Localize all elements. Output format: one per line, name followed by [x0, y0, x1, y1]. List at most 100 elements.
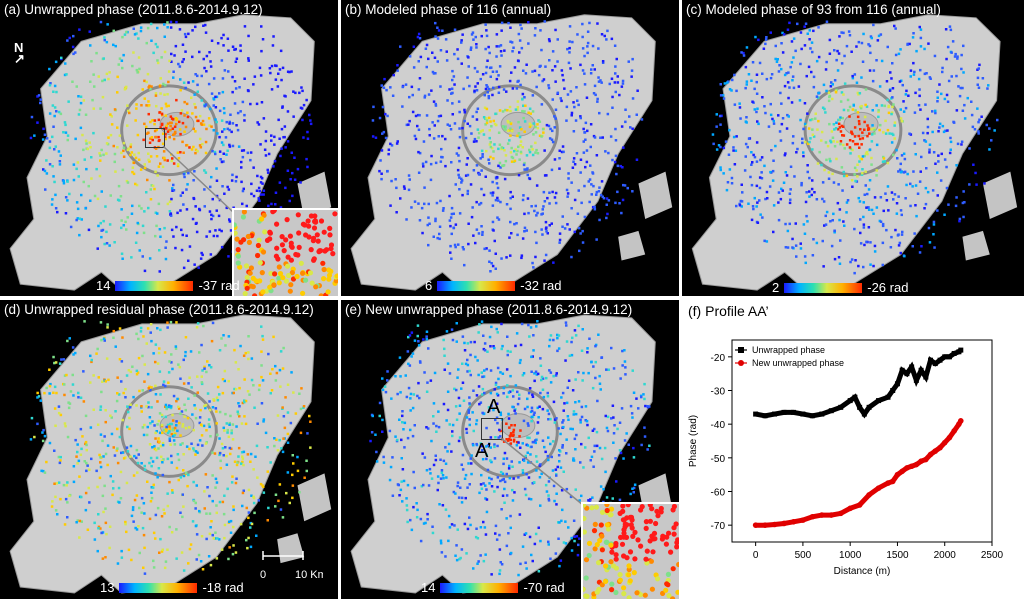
roi-box-a: [145, 128, 165, 148]
panel-d: (d) Unwrapped residual phase (2011.8.6-2…: [0, 300, 338, 599]
scale-bar: 0 10 Km: [260, 551, 323, 581]
y-tick-label: -20: [711, 353, 726, 364]
series-0-point: [946, 354, 952, 360]
series-0-point: [894, 381, 900, 387]
series-0-point: [800, 411, 806, 417]
colorbar-b-min: 6: [425, 278, 433, 293]
series-1-point: [951, 428, 957, 434]
series-0-point: [762, 413, 768, 419]
leader-line-a: [162, 145, 234, 213]
colorbar-a: 14 -37 rad: [96, 278, 240, 293]
series-1-point: [904, 465, 910, 471]
series-1-point: [937, 444, 943, 451]
legend-marker: [738, 347, 744, 353]
zoom-inset-a: [232, 208, 338, 296]
series-0-point: [890, 388, 896, 393]
panel-c: (c) Modeled phase of 93 from 116 (annual…: [682, 0, 1024, 296]
y-tick-label: -50: [711, 454, 726, 465]
profile-chart: 0 500 1000 1500 2000 2500 -20 -30 -40 -50 -60 -70 Di…: [688, 339, 1004, 577]
y-axis-label: Phase (rad): [688, 415, 699, 467]
series-0-point: [857, 404, 863, 410]
series-1-point: [856, 502, 863, 508]
series-1-point: [771, 521, 778, 528]
series-0-point: [838, 404, 844, 410]
panel-e: (e) New unwrapped phase (2011.8.6-2014.9…: [341, 300, 679, 599]
legend-label: New unwrapped phase: [752, 358, 844, 368]
colorbar-a-min: 14: [96, 278, 111, 293]
series-1-point: [932, 448, 939, 454]
series-0-point: [909, 364, 915, 370]
series-0-point: [913, 377, 919, 383]
series-0-point: [885, 394, 891, 400]
series-0-point: [876, 398, 882, 404]
colorbar-b-gradient: [437, 280, 516, 291]
series-1-point: [927, 451, 934, 458]
series-1-point: [958, 418, 964, 424]
profile-label-a: A: [487, 396, 501, 418]
series-1-point: [899, 468, 905, 475]
colorbar-c-min: 2: [772, 280, 780, 295]
zoom-inset-e: [581, 502, 679, 599]
panel-e-title: (e) New unwrapped phase (2011.8.6-2014.9…: [345, 302, 633, 317]
colorbar-b: 6 -32 rad: [425, 278, 561, 293]
series-0-point: [847, 398, 853, 404]
map-d: [9, 314, 332, 594]
series-1-point: [946, 434, 953, 441]
series-0-point: [753, 411, 759, 417]
series-0-point: [781, 409, 787, 415]
plot-frame: [731, 339, 993, 543]
series-0-point: [904, 371, 910, 377]
series-1-point: [847, 505, 853, 512]
profile-label-a-prime: A’: [475, 440, 492, 462]
y-tick-label: -40: [711, 420, 726, 431]
series-1-point: [828, 512, 835, 518]
series-0-point: [819, 411, 825, 417]
series-0-point: [923, 374, 929, 380]
x-tick-label: 0: [753, 550, 759, 561]
y-tick-label: -70: [711, 521, 726, 532]
series-0-point: [772, 411, 778, 417]
series-0-point: [828, 408, 834, 414]
panel-a-title: (a) Unwrapped phase (2011.8.6-2014.9.12): [4, 2, 263, 17]
colorbar-a-max: -37 rad: [198, 278, 240, 293]
series-0-point: [852, 394, 858, 400]
x-tick-label: 1500: [886, 550, 909, 561]
series-1-point: [866, 492, 872, 498]
series-0-point: [937, 357, 943, 363]
series-0-point: [951, 350, 957, 356]
colorbar-e: 14 -70 rad: [421, 580, 565, 595]
series-1-point: [885, 480, 891, 486]
series-0-point: [809, 413, 815, 419]
north-arrow: N ↗: [14, 40, 25, 66]
x-tick-label: 2000: [934, 550, 957, 561]
series-0-point: [942, 354, 948, 360]
series-1-point: [819, 512, 825, 518]
panel-d-title: (d) Unwrapped residual phase (2011.8.6-2…: [4, 302, 314, 317]
series-1-point: [790, 519, 797, 525]
series-0-point: [790, 409, 796, 415]
chart-title: (f) Profile AA’: [688, 303, 769, 319]
colorbar-d-gradient: [119, 582, 198, 593]
series-1-point: [762, 522, 768, 528]
series-1-point: [800, 517, 806, 523]
series-1-point: [923, 456, 929, 463]
leader-line-e: [500, 437, 584, 506]
colorbar-e-max: -70 rad: [523, 580, 565, 595]
series-1-point: [781, 520, 787, 527]
legend-label: Unwrapped phase: [752, 345, 825, 355]
colorbar-b-max: -32 rad: [520, 278, 562, 293]
colorbar-c-max: -26 rad: [867, 280, 909, 295]
series-0-point: [958, 347, 964, 353]
colorbar-c: 2 -26 rad: [772, 280, 908, 295]
colorbar-d-max: -18 rad: [202, 580, 244, 595]
y-tick-label: -30: [711, 387, 726, 398]
panel-a: (a) Unwrapped phase (2011.8.6-2014.9.12)…: [0, 0, 338, 296]
panel-b-title: (b) Modeled phase of 116 (annual): [345, 2, 552, 17]
colorbar-d: 13 -18 rad: [100, 580, 244, 595]
series-1-point: [889, 478, 896, 485]
colorbar-d-min: 13: [100, 580, 115, 595]
x-tick-label: 2500: [981, 550, 1004, 561]
series-0-point: [899, 367, 905, 373]
series-1-point: [875, 485, 882, 491]
roi-box-e: [481, 418, 503, 440]
